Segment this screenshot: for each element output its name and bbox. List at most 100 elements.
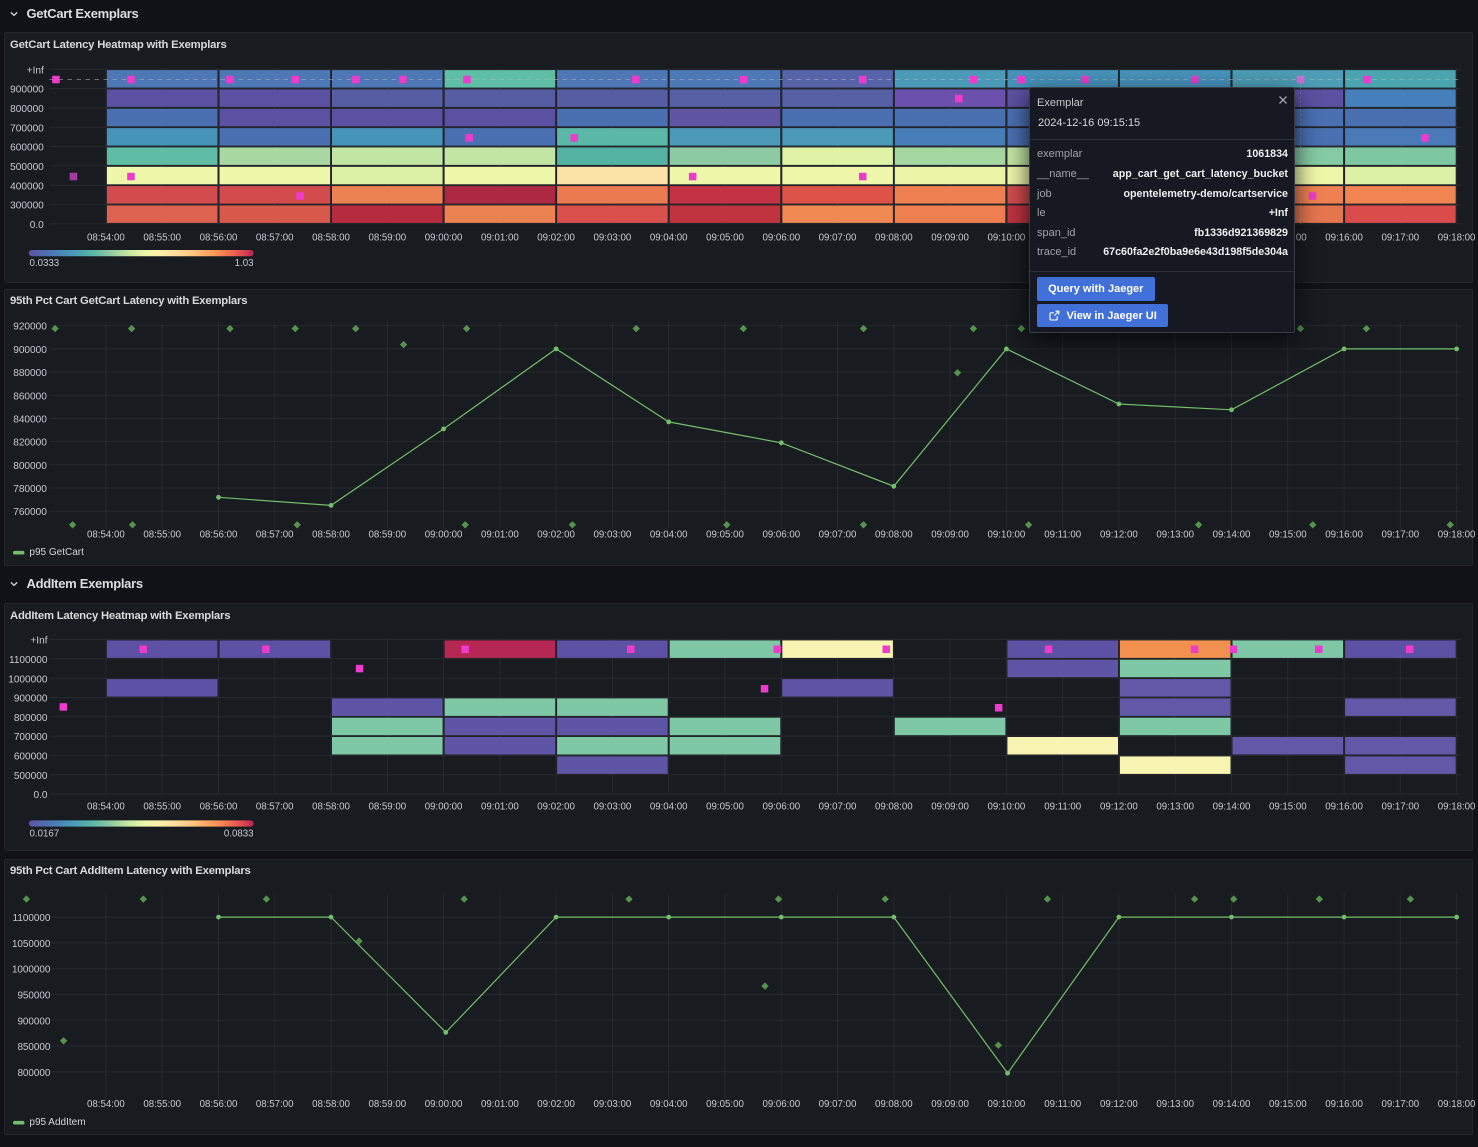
svg-text:08:58:00: 08:58:00 (312, 802, 350, 813)
svg-text:08:55:00: 08:55:00 (143, 530, 181, 541)
svg-text:08:56:00: 08:56:00 (200, 802, 238, 813)
svg-text:08:57:00: 08:57:00 (256, 1099, 294, 1110)
svg-text:09:09:00: 09:09:00 (931, 530, 969, 541)
svg-text:09:10:00: 09:10:00 (988, 232, 1026, 243)
svg-text:900000: 900000 (17, 1016, 50, 1027)
svg-text:800000: 800000 (17, 1068, 50, 1079)
svg-text:08:57:00: 08:57:00 (256, 530, 294, 541)
svg-text:880000: 880000 (13, 368, 47, 379)
svg-text:700000: 700000 (10, 123, 44, 134)
svg-text:840000: 840000 (13, 415, 47, 426)
svg-text:09:01:00: 09:01:00 (481, 1099, 519, 1110)
svg-text:09:03:00: 09:03:00 (594, 232, 632, 243)
svg-text:08:56:00: 08:56:00 (200, 1099, 238, 1110)
svg-text:08:59:00: 08:59:00 (368, 1099, 406, 1110)
svg-text:500000: 500000 (10, 162, 44, 173)
svg-text:08:58:00: 08:58:00 (312, 232, 350, 243)
svg-text:760000: 760000 (13, 507, 47, 518)
svg-text:09:17:00: 09:17:00 (1381, 802, 1419, 813)
svg-text:09:00:00: 09:00:00 (425, 1099, 463, 1110)
svg-text:09:14:00: 09:14:00 (1213, 802, 1251, 813)
svg-text:09:08:00: 09:08:00 (875, 232, 913, 243)
svg-text:09:17:00: 09:17:00 (1381, 232, 1419, 243)
svg-text:09:06:00: 09:06:00 (762, 802, 800, 813)
svg-text:p95 GetCart: p95 GetCart (29, 547, 84, 558)
svg-text:09:04:00: 09:04:00 (650, 530, 688, 541)
svg-text:09:01:00: 09:01:00 (481, 802, 519, 813)
svg-text:09:11:00: 09:11:00 (1044, 1099, 1082, 1110)
svg-text:09:01:00: 09:01:00 (481, 232, 519, 243)
svg-text:09:14:00: 09:14:00 (1213, 530, 1251, 541)
svg-text:09:01:00: 09:01:00 (481, 530, 519, 541)
svg-text:0.0: 0.0 (30, 220, 44, 231)
svg-text:09:05:00: 09:05:00 (706, 1099, 744, 1110)
svg-text:950000: 950000 (17, 991, 50, 1002)
svg-text:09:04:00: 09:04:00 (650, 232, 688, 243)
svg-text:09:02:00: 09:02:00 (537, 1099, 575, 1110)
svg-text:09:16:00: 09:16:00 (1325, 530, 1363, 541)
svg-text:09:02:00: 09:02:00 (537, 530, 575, 541)
svg-text:1.03: 1.03 (235, 258, 254, 269)
svg-text:09:03:00: 09:03:00 (594, 530, 632, 541)
svg-text:09:05:00: 09:05:00 (706, 530, 744, 541)
svg-text:09:02:00: 09:02:00 (537, 802, 575, 813)
svg-text:08:59:00: 08:59:00 (368, 232, 406, 243)
svg-text:1100000: 1100000 (9, 655, 48, 666)
svg-text:08:56:00: 08:56:00 (200, 232, 238, 243)
svg-text:09:15:00: 09:15:00 (1269, 1099, 1307, 1110)
svg-text:400000: 400000 (10, 181, 44, 192)
svg-text:08:55:00: 08:55:00 (143, 232, 181, 243)
svg-text:09:10:00: 09:10:00 (988, 802, 1026, 813)
svg-text:0.0167: 0.0167 (30, 828, 60, 839)
svg-text:+Inf: +Inf (27, 65, 44, 76)
svg-text:0.0: 0.0 (33, 790, 47, 801)
svg-text:09:14:00: 09:14:00 (1213, 1099, 1251, 1110)
svg-text:300000: 300000 (10, 201, 44, 212)
svg-text:08:55:00: 08:55:00 (143, 1099, 181, 1110)
svg-text:09:18:00: 09:18:00 (1438, 802, 1476, 813)
svg-text:08:58:00: 08:58:00 (312, 1099, 350, 1110)
svg-text:09:12:00: 09:12:00 (1100, 1099, 1138, 1110)
svg-text:850000: 850000 (17, 1042, 50, 1053)
svg-text:09:09:00: 09:09:00 (931, 1099, 969, 1110)
svg-text:09:09:00: 09:09:00 (931, 802, 969, 813)
svg-text:09:08:00: 09:08:00 (875, 802, 913, 813)
svg-text:09:06:00: 09:06:00 (762, 232, 800, 243)
svg-text:09:11:00: 09:11:00 (1044, 802, 1082, 813)
svg-text:0.0833: 0.0833 (224, 828, 254, 839)
svg-text:09:00:00: 09:00:00 (425, 530, 463, 541)
svg-text:09:00:00: 09:00:00 (425, 232, 463, 243)
svg-text:860000: 860000 (13, 391, 47, 402)
svg-text:700000: 700000 (14, 732, 48, 743)
svg-text:1100000: 1100000 (13, 913, 51, 924)
svg-text:800000: 800000 (10, 104, 44, 115)
svg-text:08:54:00: 08:54:00 (87, 530, 125, 541)
svg-text:09:07:00: 09:07:00 (819, 232, 857, 243)
svg-text:09:02:00: 09:02:00 (537, 232, 575, 243)
svg-text:09:17:00: 09:17:00 (1381, 1099, 1419, 1110)
svg-text:09:18:00: 09:18:00 (1438, 232, 1476, 243)
svg-text:900000: 900000 (10, 85, 44, 96)
svg-text:08:54:00: 08:54:00 (87, 802, 125, 813)
svg-text:800000: 800000 (13, 461, 47, 472)
svg-text:09:13:00: 09:13:00 (1156, 1099, 1194, 1110)
svg-text:920000: 920000 (13, 322, 47, 333)
svg-text:09:11:00: 09:11:00 (1044, 530, 1082, 541)
svg-text:0.0333: 0.0333 (30, 258, 60, 269)
svg-text:900000: 900000 (14, 694, 48, 705)
svg-text:+Inf: +Inf (30, 636, 47, 647)
svg-text:09:00:00: 09:00:00 (425, 802, 463, 813)
svg-text:09:06:00: 09:06:00 (762, 1099, 800, 1110)
svg-text:p95 AddItem: p95 AddItem (29, 1117, 85, 1128)
svg-text:09:18:00: 09:18:00 (1438, 1099, 1476, 1110)
svg-text:09:10:00: 09:10:00 (988, 1099, 1026, 1110)
svg-text:09:16:00: 09:16:00 (1325, 802, 1363, 813)
svg-text:08:55:00: 08:55:00 (143, 802, 181, 813)
svg-text:09:18:00: 09:18:00 (1438, 530, 1476, 541)
svg-text:09:16:00: 09:16:00 (1325, 1099, 1363, 1110)
svg-text:09:16:00: 09:16:00 (1325, 232, 1363, 243)
svg-text:09:05:00: 09:05:00 (706, 802, 744, 813)
svg-text:09:15:00: 09:15:00 (1269, 530, 1307, 541)
svg-text:09:09:00: 09:09:00 (931, 232, 969, 243)
svg-text:09:07:00: 09:07:00 (819, 530, 857, 541)
